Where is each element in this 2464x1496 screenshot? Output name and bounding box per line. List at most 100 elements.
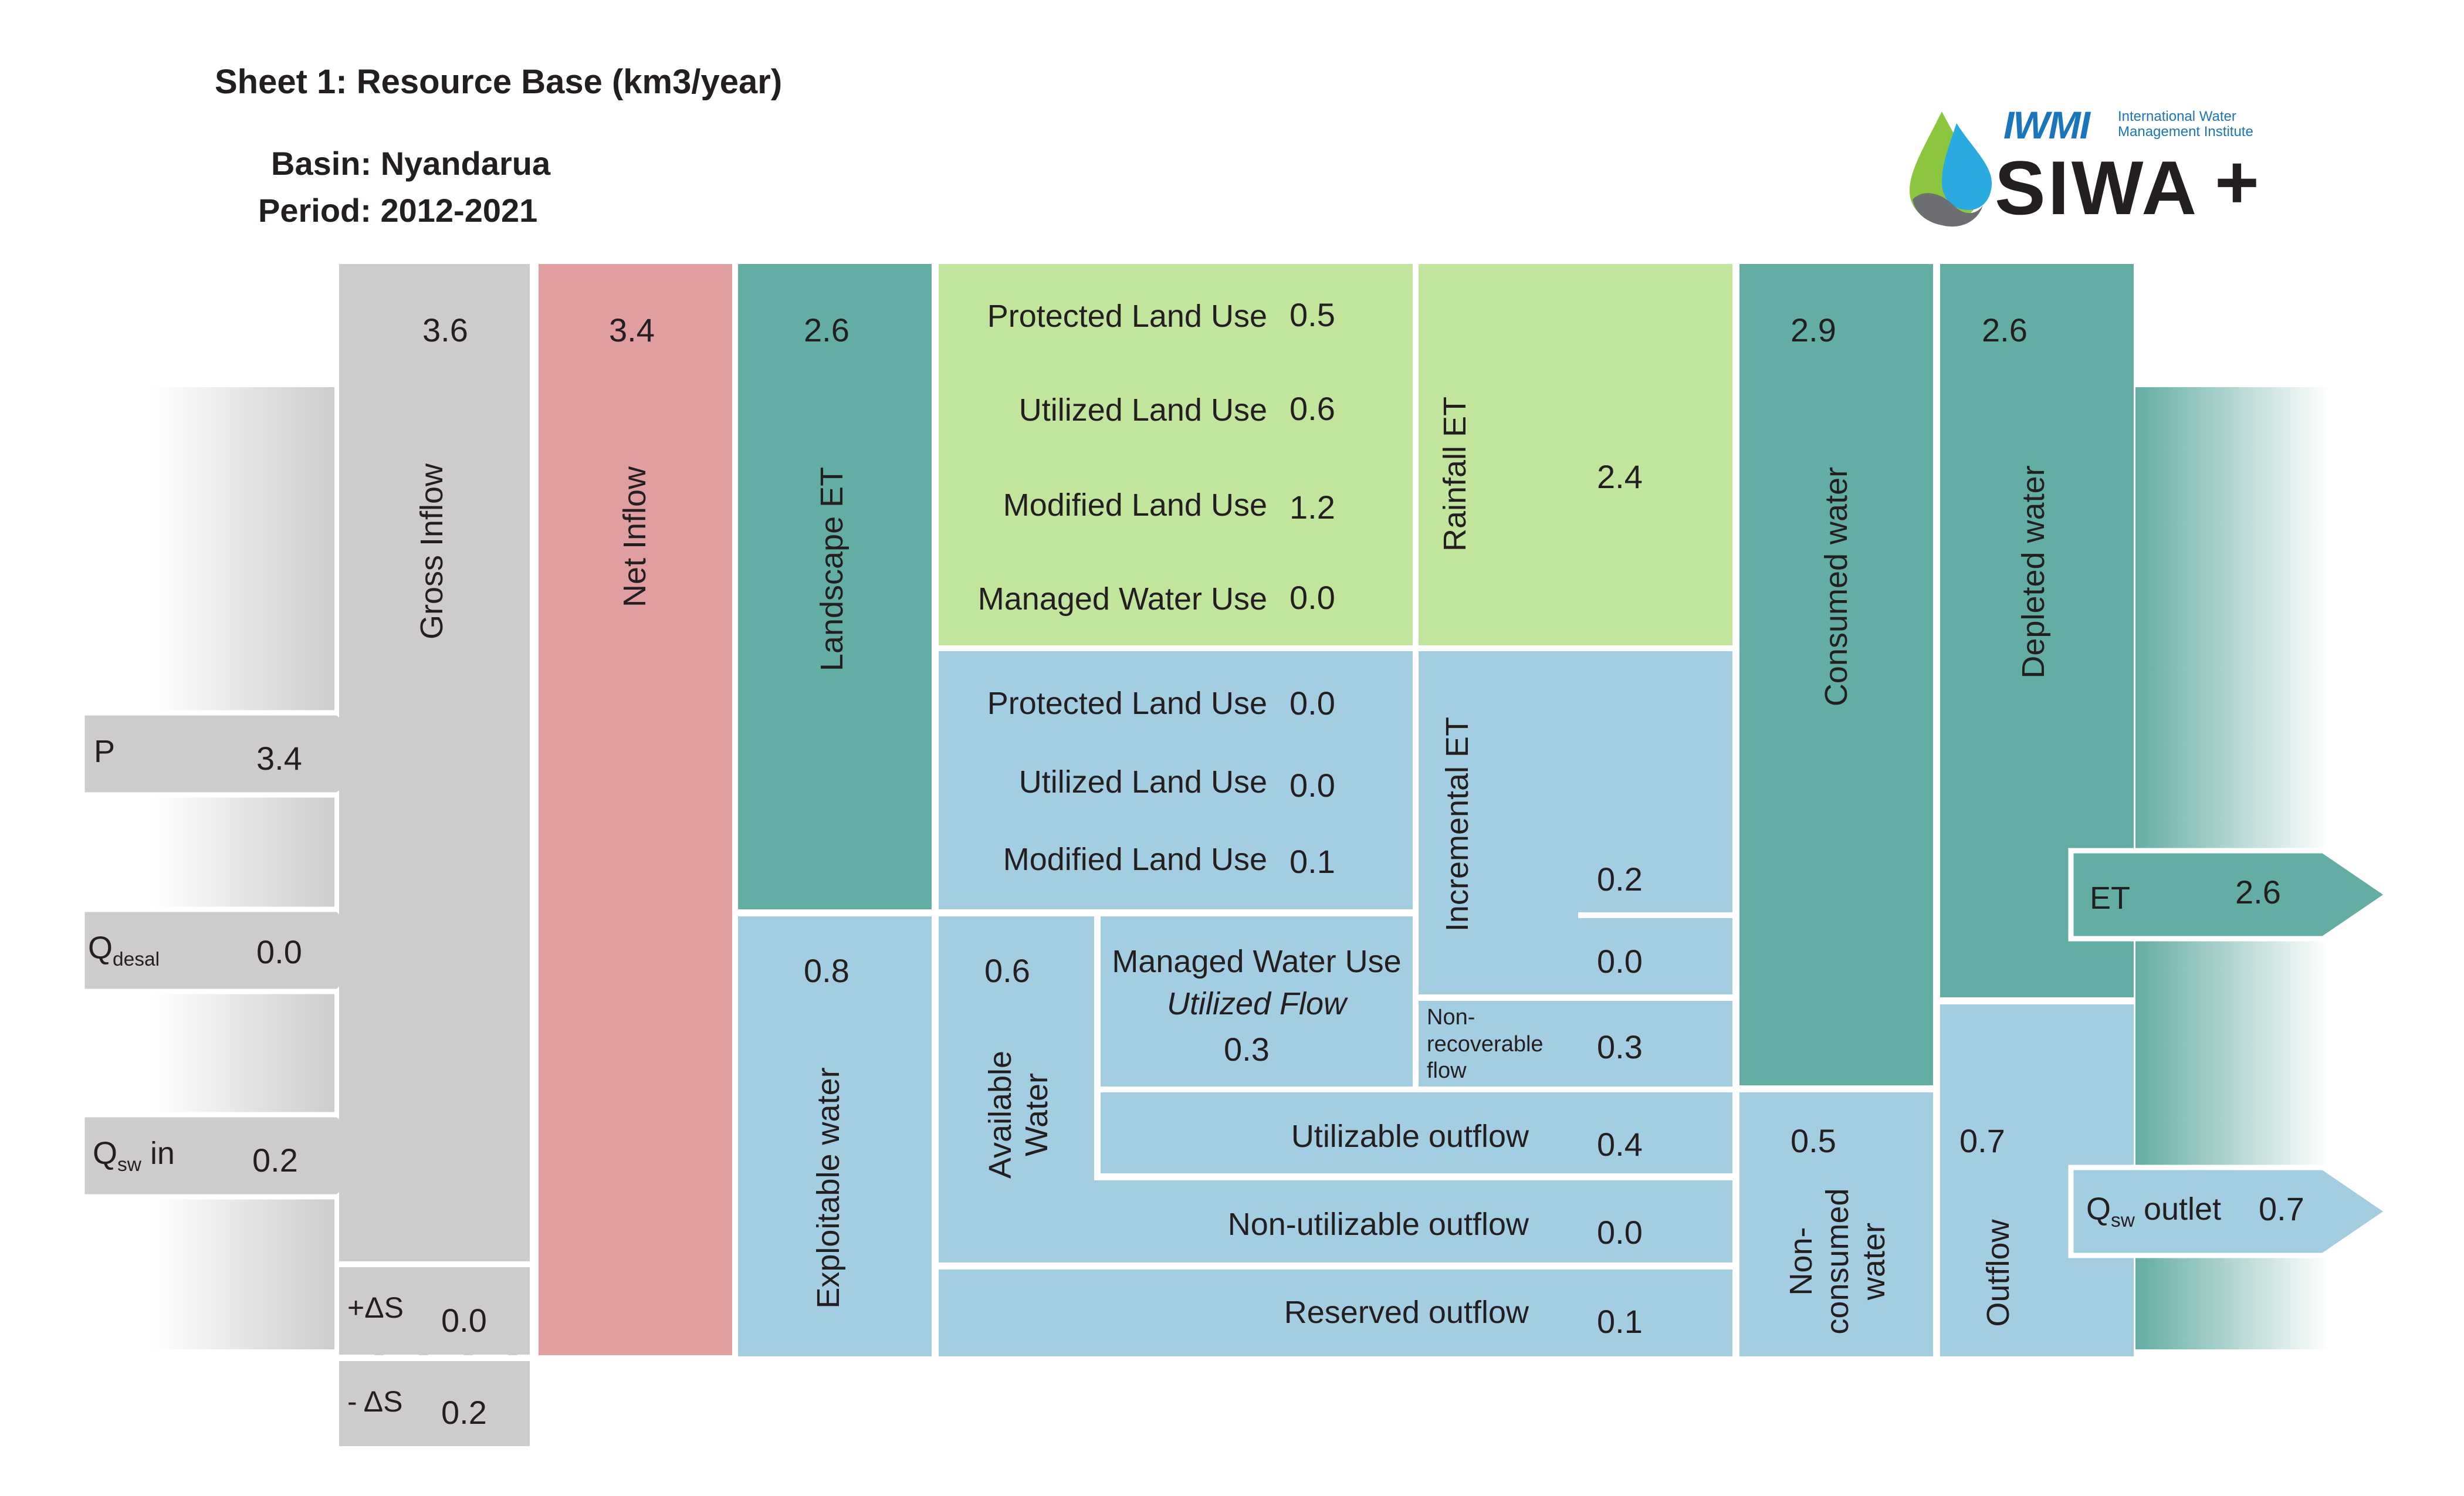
incremental-et-value: 0.2 [1597,861,1643,898]
available-water-value: 0.6 [984,952,1030,989]
rainfall-use-label-2: Modified Land Use [1003,488,1267,523]
q-sw-outlet-value: 0.7 [2259,1190,2304,1227]
net-inflow-column [539,264,732,1355]
consumed-water-value: 2.9 [1791,312,1836,348]
incremental-et-label: Incremental ET [1439,716,1475,932]
q-sw-outlet-suffix: outlet [2143,1192,2222,1227]
incremental-use-value-0: 0.0 [1289,685,1335,722]
iwmi-fullname-1: International Water [2118,109,2236,124]
iwmi-wordmark: IWMI [2003,103,2090,147]
incremental-use-label-2: Modified Land Use [1003,842,1267,877]
non-consumed-label-2: consumed [1819,1188,1855,1335]
utilizable-outflow-row [1101,1092,1732,1173]
reserved-outflow-row [939,1270,1732,1356]
q-desal-value: 0.0 [256,933,302,970]
non-utilizable-outflow-label: Non-utilizable outflow [1227,1207,1529,1242]
consumed-water-column [1739,264,1933,1085]
non-consumed-label-1: Non- [1783,1227,1819,1296]
gross-inflow-label: Gross Inflow [414,463,449,640]
iwmi-fullname-2: Management Institute [2118,124,2253,140]
et-out-arrow [2068,848,2392,942]
non-utilizable-outflow-row [939,1180,1732,1263]
siwa-plus: + [2215,139,2259,225]
q-sw-outlet-sub: sw [2111,1209,2135,1231]
rainfall-use-label-3: Managed Water Use [977,581,1267,617]
incremental-et-block [1419,651,1732,994]
incremental-et-divider [1578,912,1732,918]
non-recoverable-label: Non- recoverable flow [1427,1004,1544,1085]
net-inflow-value: 3.4 [609,312,655,348]
exploitable-water-value: 0.8 [804,952,849,989]
rainfall-use-value-0: 0.5 [1289,296,1335,333]
q-sw-outlet-arrow [2068,1165,2392,1258]
available-water-label-1: Available [982,1050,1018,1179]
reserved-outflow-value: 0.1 [1597,1303,1643,1340]
outflow-value: 0.7 [1959,1122,2005,1159]
rainfall-use-value-3: 0.0 [1289,579,1335,616]
utilizable-outflow-label: Utilizable outflow [1291,1119,1529,1154]
depleted-water-value: 2.6 [1982,312,2028,348]
et-out-value: 2.6 [2235,874,2281,911]
iwmi-siwa-logo: IWMI International Water Management Inst… [1901,97,2265,238]
net-inflow-label: Net Inflow [617,466,652,608]
non-utilizable-outflow-value: 0.0 [1597,1214,1643,1251]
storage-minus-value: 0.2 [441,1394,487,1431]
utilized-flow-block [1101,916,1413,1087]
non-consumed-label-3: water [1856,1222,1892,1301]
non-consumed-water-column [1739,1092,1933,1356]
storage-plus-value: 0.0 [441,1302,487,1339]
utilized-flow-label-1: Managed Water Use [1112,944,1402,979]
storage-minus-label: - ΔS [347,1385,403,1418]
incremental-use-value-2: 0.1 [1289,843,1335,880]
non-recoverable-value: 0.3 [1597,1028,1643,1065]
q-desal-sub: desal [113,948,160,970]
gross-inflow-column [339,264,530,1261]
p-label: P [94,734,116,769]
rainfall-uses-block [939,264,1413,645]
utilized-flow-value: 0.3 [1224,1031,1270,1068]
non-consumed-water-label: Non- consumed water [1783,1188,1892,1334]
rainfall-et-value: 2.4 [1597,458,1643,495]
landscape-et-label: Landscape ET [814,466,849,672]
outflow-label: Outflow [1980,1219,2016,1327]
landscape-et-value: 2.6 [804,312,849,348]
available-water-label-2: Water [1019,1072,1054,1157]
utilizable-outflow-value: 0.4 [1597,1126,1643,1163]
rainfall-use-label-1: Utilized Land Use [1018,392,1267,428]
period-label: Period: 2012-2021 [258,192,538,229]
q-sw-in-value: 0.2 [252,1142,298,1179]
non-recoverable-label-2: recoverable [1427,1031,1544,1057]
water-drop-icon [1910,111,1992,227]
available-water-label: Available Water [982,1051,1055,1179]
gross-inflow-value: 3.6 [422,312,468,348]
storage-divider [339,1355,530,1362]
q-desal-q: Q [88,930,113,966]
storage-plus-box [339,1267,530,1355]
q-desal-label: Qdesal [88,930,160,971]
q-sw-outlet-label: Qsw outlet [2086,1191,2221,1232]
rainfall-et-block [1419,264,1732,645]
consumed-water-label: Consumed water [1818,466,1854,707]
incremental-use-value-1: 0.0 [1289,767,1335,804]
exploitable-water-label: Exploitable water [810,1067,846,1309]
rainfall-use-value-1: 0.6 [1289,390,1335,427]
rainfall-use-value-2: 1.2 [1289,489,1335,526]
storage-plus-label: +ΔS [347,1291,404,1324]
available-water-block [939,916,1094,1180]
non-recoverable-label-1: Non- [1427,1005,1475,1030]
basin-label: Basin: Nyandarua [271,145,551,182]
et-out-label: ET [2090,881,2131,916]
reserved-outflow-label: Reserved outflow [1284,1295,1529,1330]
q-sw-in-label: Qsw in [93,1135,175,1176]
depleted-water-label: Depleted water [2015,465,2051,679]
non-recoverable-block [1419,1001,1732,1087]
q-sw-outlet-q: Q [2086,1192,2111,1227]
outflow-arrows [2068,848,2392,1258]
q-sw-in-suffix: in [150,1136,175,1171]
incremental-uses-block [939,651,1413,909]
rainfall-et-label: Rainfall ET [1437,396,1473,552]
incremental-use-label-1: Utilized Land Use [1018,764,1267,800]
incremental-use-label-0: Protected Land Use [987,686,1267,721]
incremental-et-value-2: 0.0 [1597,943,1643,980]
q-sw-in-sub: sw [117,1153,141,1176]
